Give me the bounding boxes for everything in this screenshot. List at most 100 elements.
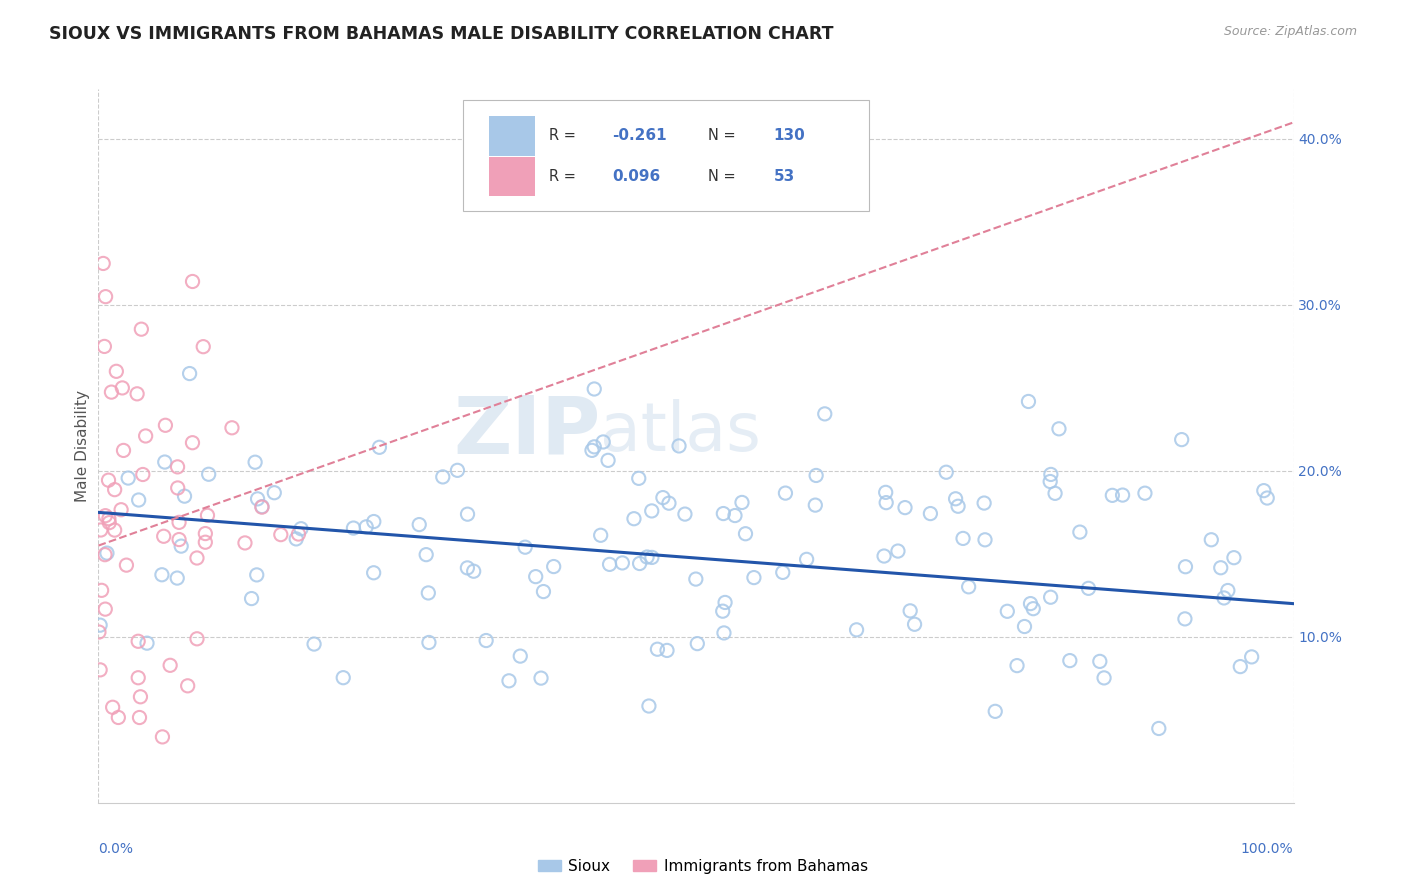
Point	[1101, 488, 1123, 502]
Point	[583, 382, 606, 396]
Point	[170, 539, 193, 553]
Point	[342, 521, 364, 535]
Point	[957, 580, 980, 594]
Point	[243, 455, 266, 469]
Point	[100, 385, 122, 400]
Point	[418, 635, 440, 649]
Point	[167, 516, 190, 530]
Point	[724, 508, 747, 523]
Point	[641, 504, 664, 518]
Point	[129, 690, 152, 704]
Text: 100.0%: 100.0%	[1241, 842, 1294, 856]
Point	[194, 535, 217, 549]
Point	[515, 540, 537, 554]
Point	[87, 625, 110, 640]
Point	[179, 367, 201, 381]
Point	[627, 471, 650, 485]
Point	[97, 473, 120, 487]
Point	[176, 679, 198, 693]
Point	[1223, 550, 1246, 565]
Point	[197, 467, 219, 482]
Point	[1039, 467, 1062, 482]
Point	[1039, 591, 1062, 605]
Point	[804, 498, 827, 512]
Point	[1019, 597, 1042, 611]
Point	[1201, 533, 1223, 547]
Point	[711, 604, 734, 618]
Point	[887, 544, 910, 558]
Point	[155, 418, 177, 433]
Point	[873, 549, 896, 563]
Point	[186, 551, 208, 566]
Point	[1022, 601, 1045, 615]
Point	[599, 558, 621, 572]
Point	[524, 569, 547, 583]
Point	[711, 507, 734, 521]
Point	[91, 256, 114, 270]
Text: -0.261: -0.261	[613, 128, 666, 144]
Point	[641, 550, 664, 565]
Point	[714, 595, 737, 609]
Point	[1229, 659, 1251, 673]
Point	[592, 434, 614, 449]
Point	[845, 623, 868, 637]
Point	[287, 527, 309, 541]
Point	[115, 558, 138, 573]
Point	[668, 439, 690, 453]
Point	[772, 566, 794, 580]
Point	[98, 516, 121, 530]
Point	[159, 658, 181, 673]
Point	[90, 523, 112, 537]
Point	[731, 495, 754, 509]
Point	[89, 618, 111, 632]
Point	[475, 633, 498, 648]
Point	[89, 663, 111, 677]
Point	[875, 485, 897, 500]
Point	[673, 507, 696, 521]
Point	[152, 529, 174, 543]
Point	[456, 561, 478, 575]
Point	[94, 602, 117, 616]
Point	[623, 512, 645, 526]
Point	[415, 548, 437, 562]
Point	[903, 617, 925, 632]
Point	[1147, 722, 1170, 736]
Point	[90, 583, 112, 598]
Point	[1170, 433, 1192, 447]
Point	[814, 407, 837, 421]
Point	[581, 443, 603, 458]
Point	[509, 649, 531, 664]
Point	[128, 710, 150, 724]
FancyBboxPatch shape	[489, 157, 534, 196]
Point	[530, 671, 553, 685]
Point	[127, 634, 149, 648]
Point	[898, 604, 921, 618]
Point	[290, 522, 312, 536]
Text: atlas: atlas	[600, 399, 761, 465]
Point	[94, 290, 117, 304]
Point	[658, 496, 681, 510]
Point	[655, 643, 678, 657]
Point	[651, 491, 673, 505]
Point	[221, 421, 243, 435]
Point	[1088, 654, 1111, 668]
Point	[250, 500, 273, 514]
Point	[104, 483, 127, 497]
Point	[166, 481, 188, 495]
Point	[775, 486, 797, 500]
Point	[945, 491, 967, 506]
Point	[153, 455, 176, 469]
Point	[408, 517, 430, 532]
Point	[1209, 560, 1232, 574]
Point	[1240, 649, 1263, 664]
Text: 0.096: 0.096	[613, 169, 661, 184]
Text: Source: ZipAtlas.com: Source: ZipAtlas.com	[1223, 25, 1357, 38]
Text: N =: N =	[709, 128, 740, 144]
Point	[94, 548, 117, 562]
Point	[107, 710, 129, 724]
Point	[97, 511, 120, 525]
Point	[1039, 475, 1062, 489]
Point	[263, 485, 285, 500]
Point	[894, 500, 917, 515]
Point	[197, 508, 219, 523]
